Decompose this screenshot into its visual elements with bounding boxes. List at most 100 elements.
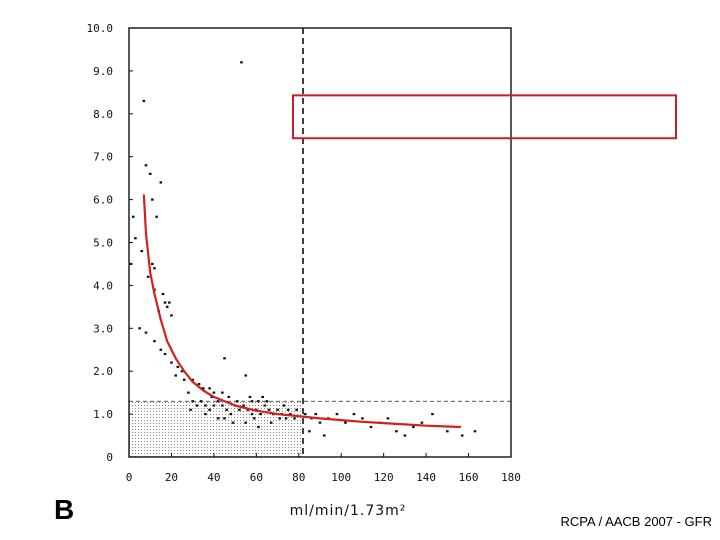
data-point	[225, 408, 228, 411]
data-point	[153, 267, 156, 270]
data-point	[231, 421, 235, 424]
data-point	[129, 262, 133, 266]
footer-citation: RCPA / AACB 2007 - GFR	[560, 514, 712, 529]
data-point	[246, 408, 250, 411]
data-point	[176, 365, 180, 369]
data-point	[473, 430, 477, 433]
data-point	[269, 421, 273, 424]
data-point	[151, 262, 154, 266]
data-point	[161, 292, 165, 296]
data-point	[223, 357, 226, 360]
data-point	[267, 408, 271, 411]
data-point	[151, 198, 154, 201]
data-point	[195, 404, 199, 407]
data-point	[261, 395, 264, 399]
data-point	[369, 425, 373, 429]
data-point	[144, 331, 148, 334]
data-point	[278, 417, 281, 420]
data-point	[216, 417, 220, 420]
y-tick-label: 3.0	[93, 322, 113, 335]
data-point	[191, 400, 194, 403]
data-point	[159, 181, 163, 184]
x-axis-label: ml/min/1.73m²	[290, 503, 407, 519]
data-point	[144, 164, 148, 167]
data-point	[180, 370, 184, 373]
data-point	[142, 99, 146, 103]
y-tick-label: 10.0	[87, 22, 114, 35]
data-point	[187, 391, 190, 394]
plot-frame	[128, 27, 512, 458]
data-point	[263, 404, 267, 407]
data-point	[386, 417, 390, 420]
data-point	[197, 382, 201, 386]
data-point	[229, 413, 233, 416]
x-tick-label: 100	[331, 471, 351, 484]
data-point	[131, 215, 135, 218]
data-point	[248, 395, 252, 399]
data-point	[240, 61, 243, 64]
data-point	[216, 400, 220, 403]
data-point	[288, 413, 292, 416]
y-tick-label: 9.0	[93, 65, 113, 78]
y-tick-label: 1.0	[93, 408, 113, 421]
x-tick-label: 80	[292, 471, 305, 484]
data-point	[223, 417, 226, 420]
data-point	[134, 237, 137, 240]
data-point	[265, 400, 269, 403]
data-point	[148, 172, 152, 175]
data-point	[308, 430, 311, 433]
shaded-reference-region	[129, 401, 304, 457]
data-point	[170, 361, 173, 364]
data-point	[293, 417, 296, 420]
data-point	[146, 275, 150, 278]
data-point	[395, 430, 398, 433]
x-tick-label: 180	[501, 471, 521, 484]
data-point	[352, 413, 356, 416]
data-point	[212, 404, 216, 407]
data-point	[244, 374, 248, 377]
data-point	[412, 425, 415, 429]
data-point	[286, 408, 290, 411]
annotation-box	[292, 94, 677, 140]
data-point	[204, 413, 207, 416]
data-point	[420, 421, 424, 424]
data-point	[163, 352, 167, 356]
data-point	[189, 408, 192, 411]
data-point	[322, 434, 326, 437]
data-point	[165, 305, 169, 308]
data-point	[140, 249, 144, 253]
data-point	[201, 387, 205, 390]
x-tick-label: 0	[126, 471, 133, 484]
data-point	[238, 408, 241, 411]
data-point	[208, 408, 211, 411]
data-point	[191, 378, 194, 381]
data-point	[276, 408, 279, 411]
data-point	[252, 417, 256, 420]
data-point	[361, 417, 364, 420]
y-tick-label: 6.0	[93, 194, 113, 207]
data-point	[242, 404, 245, 407]
data-point	[344, 421, 347, 424]
y-tick-label: 8.0	[93, 108, 113, 121]
data-point	[170, 314, 173, 317]
data-point	[318, 421, 322, 424]
data-point	[227, 395, 231, 399]
x-tick-label: 140	[416, 471, 436, 484]
data-point	[235, 400, 239, 403]
data-point	[153, 340, 156, 343]
data-point	[212, 391, 216, 394]
data-point	[431, 413, 434, 416]
y-tick-label: 4.0	[93, 279, 113, 292]
x-tick-label: 160	[459, 471, 479, 484]
y-tick-label: 0	[106, 451, 113, 464]
data-point	[244, 421, 248, 424]
data-point	[314, 413, 318, 416]
data-point	[155, 215, 158, 218]
data-point	[159, 348, 163, 351]
data-point	[257, 425, 260, 429]
data-point	[460, 434, 464, 437]
data-point	[221, 391, 224, 394]
data-point	[210, 395, 214, 399]
data-point	[282, 404, 286, 407]
